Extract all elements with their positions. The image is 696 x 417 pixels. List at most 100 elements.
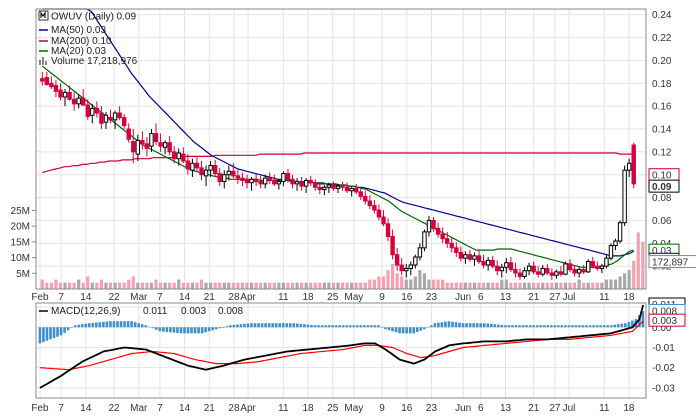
volume-bar <box>268 282 272 289</box>
candle <box>85 99 90 120</box>
candle <box>495 260 500 276</box>
volume-bar <box>186 282 190 289</box>
macd-histogram-bar <box>352 325 356 328</box>
candle-body <box>226 170 232 176</box>
candle-body <box>58 89 63 98</box>
candle-body <box>308 179 313 184</box>
macd-histogram-bar <box>260 323 264 328</box>
candle <box>467 250 473 262</box>
candle <box>253 173 259 187</box>
volume-bar <box>340 282 345 289</box>
volume-bar <box>545 282 549 289</box>
candle-body <box>595 265 600 269</box>
macd-histogram-bar <box>288 323 292 328</box>
volume-bar <box>49 282 53 289</box>
candle <box>94 101 100 118</box>
macd-histogram-bar <box>317 325 320 328</box>
candle <box>513 262 518 278</box>
candle-body <box>272 179 277 185</box>
volume-bar <box>222 282 226 289</box>
volume-bar <box>577 279 581 289</box>
volume-bar <box>127 279 131 289</box>
candle-body <box>558 271 564 275</box>
macd-histogram-bar <box>70 327 73 328</box>
macd-date-label: May <box>344 403 363 414</box>
volume-bar <box>391 263 395 289</box>
price-tick-label: 0.16 <box>652 102 672 113</box>
candle-body <box>103 114 109 123</box>
candle <box>563 261 568 276</box>
price-tag-box <box>648 179 680 193</box>
candle <box>353 183 359 195</box>
candle <box>449 237 454 253</box>
candle <box>67 85 72 101</box>
candle-body <box>444 238 450 244</box>
candle <box>458 246 464 262</box>
candle <box>244 174 250 189</box>
volume-bar <box>77 279 81 289</box>
volume-tick-label: 5M <box>16 269 30 280</box>
volume-bar <box>618 276 622 289</box>
volume-bar <box>554 282 558 289</box>
macd-histogram-bar <box>341 325 345 328</box>
macd-histogram-bar <box>620 323 624 328</box>
candle-body <box>313 182 318 188</box>
volume-bar <box>377 276 381 289</box>
candle <box>540 265 545 277</box>
volume-bar <box>63 282 67 289</box>
candle-body <box>522 270 527 277</box>
candle-body <box>631 144 636 185</box>
macd-histogram-bar <box>56 327 59 337</box>
volume-bar <box>286 282 290 289</box>
macd-legend: MACD(12,26,9) 0.011 0.003 0.008 <box>39 306 243 317</box>
candle-body <box>394 254 400 266</box>
volume-bar <box>300 282 304 289</box>
candle-body <box>495 265 500 272</box>
volume-bar <box>99 279 104 289</box>
macd-tag-label: 0.003 <box>652 316 677 327</box>
candle <box>413 254 418 269</box>
candle <box>545 263 550 276</box>
legend-volume-icon <box>39 57 47 65</box>
candle <box>62 89 68 107</box>
macd-histogram-bar <box>144 325 147 328</box>
macd-histogram-bar <box>595 325 599 328</box>
macd-histogram-bar <box>140 324 144 328</box>
candle <box>203 165 209 187</box>
volume-bar <box>290 282 295 289</box>
candle <box>117 106 122 120</box>
candle-body <box>299 181 304 187</box>
candle-body <box>526 265 532 272</box>
candle-body <box>335 185 341 189</box>
macd-histogram-bar <box>310 324 313 328</box>
candle <box>126 123 131 143</box>
candle-body <box>267 177 272 181</box>
macd-histogram-bar <box>574 325 578 328</box>
volume-bar <box>227 282 231 289</box>
macd-histogram-bar <box>281 323 285 328</box>
volume-bar <box>363 282 367 289</box>
volume-bar <box>209 282 213 289</box>
macd-histogram-bar <box>549 325 553 328</box>
macd-tick-label: -0.03 <box>652 383 675 394</box>
macd-histogram-bar <box>504 325 507 328</box>
macd-tag-box <box>648 313 686 327</box>
macd-histogram-bar <box>373 325 377 328</box>
macd-date-label: 6 <box>478 403 484 414</box>
candle <box>454 242 459 257</box>
macd-histogram-bar <box>437 322 440 328</box>
volume-bar <box>140 282 144 289</box>
candle-body <box>126 128 131 140</box>
ma200-line <box>42 152 634 173</box>
macd-histogram-bar <box>193 327 197 334</box>
candle <box>285 169 291 183</box>
macd-histogram-bar <box>327 325 331 328</box>
candle-body <box>481 261 486 266</box>
candle-body <box>217 173 222 183</box>
candle <box>131 129 136 164</box>
candle <box>422 229 427 252</box>
volume-bar <box>427 279 431 289</box>
volume-bar <box>336 282 340 289</box>
macd-histogram-bar <box>80 324 84 328</box>
